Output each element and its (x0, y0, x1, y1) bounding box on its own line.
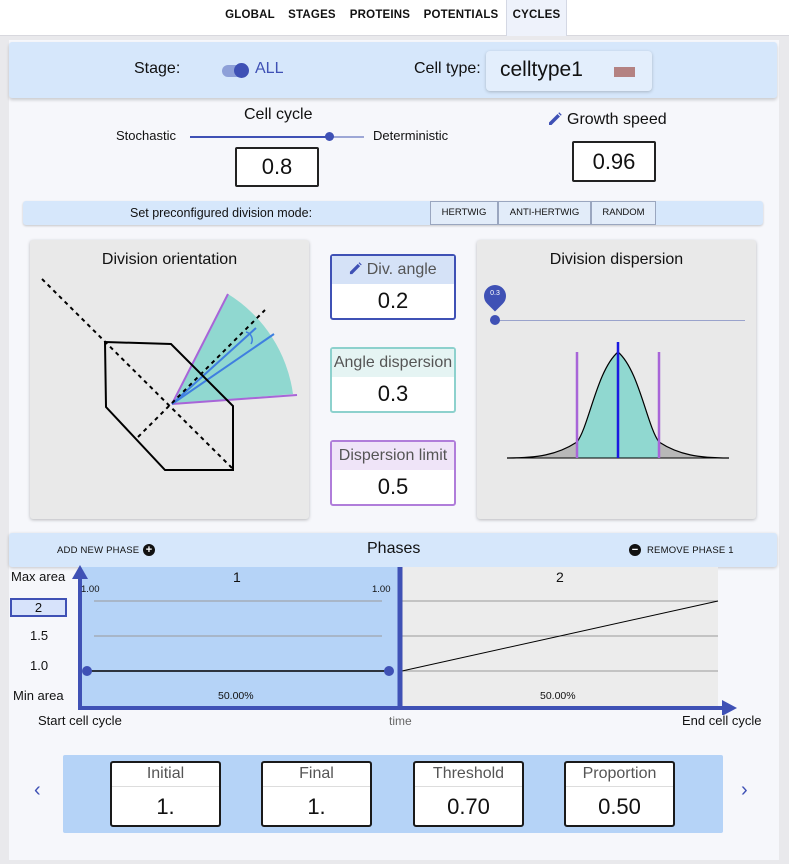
remove-circle-icon[interactable]: − (629, 544, 641, 556)
angle-dispersion-label: Angle dispersion (332, 349, 454, 377)
dispersion-limit-line-lower (171, 394, 298, 405)
celltype-value: celltype1 (500, 58, 583, 81)
proportion-label: Proportion (566, 763, 673, 787)
angle-dispersion-value[interactable]: 0.3 (377, 381, 409, 406)
phases-bar (9, 533, 777, 567)
y-label-1-5: 1.5 (30, 628, 49, 643)
phase-2-area[interactable] (400, 567, 718, 707)
celltype-label: Cell type: (414, 60, 481, 77)
tab-proteins[interactable]: PROTEINS (349, 9, 411, 21)
dispersion-slider-value: 0.3 (490, 290, 500, 297)
x-label-start: Start cell cycle (38, 713, 122, 728)
phases-chart (72, 565, 737, 715)
add-circle-icon[interactable]: + (143, 544, 155, 556)
dispersion-limit-label: Dispersion limit (332, 442, 454, 470)
cell-cycle-slider-track-filled[interactable] (190, 136, 330, 138)
cell-cycle-right-label: Deterministic (373, 128, 449, 143)
next-arrow-icon[interactable]: › (741, 779, 748, 801)
cell-polygon (103, 340, 234, 471)
y-label-1-0: 1.0 (30, 658, 49, 673)
y-label-max: Max area (11, 569, 66, 584)
prev-arrow-icon[interactable]: ‹ (34, 779, 41, 801)
growth-speed-edit-icon[interactable] (548, 112, 562, 131)
div-angle-label: Div. angle (366, 261, 437, 278)
phase-2-percent: 50.00% (540, 690, 576, 702)
cell-cycle-slider-track[interactable] (330, 136, 364, 138)
division-angle-line (171, 333, 275, 405)
y-axis-arrow (72, 565, 88, 579)
phase-1-start-value: 1.00 (81, 584, 100, 595)
cell-cycle-slider-thumb[interactable] (325, 132, 334, 141)
dispersion-curve-plot (506, 342, 730, 459)
tab-global[interactable]: GLOBAL (225, 9, 275, 21)
hertwig-button[interactable]: HERTWIG (430, 201, 498, 225)
y-label-min: Min area (13, 688, 64, 703)
dispersion-tail-right (659, 442, 729, 458)
cell-cycle-left-label: Stochastic (116, 128, 176, 143)
dispersion-slider-thumb[interactable] (490, 315, 500, 325)
final-box: Final 1. (261, 761, 372, 827)
initial-box: Initial 1. (110, 761, 221, 827)
phase-1-label: 1 (233, 569, 241, 585)
anti-hertwig-button[interactable]: ANTI-HERTWIG (498, 201, 591, 225)
stage-toggle-knob[interactable] (234, 63, 249, 78)
division-mode-label: Set preconfigured division mode: (130, 206, 313, 220)
cell-axis-dashed (41, 278, 234, 470)
phase-2-label: 2 (556, 569, 564, 585)
dispersion-limit-value[interactable]: 0.5 (377, 474, 409, 499)
angle-dispersion-box: Angle dispersion 0.3 (330, 347, 456, 413)
add-phase-label[interactable]: ADD NEW PHASE (57, 545, 140, 556)
angle-arc (245, 331, 253, 345)
celltype-color-swatch[interactable] (614, 67, 635, 77)
final-label: Final (263, 763, 370, 787)
initial-value[interactable]: 1. (156, 794, 175, 819)
initial-label: Initial (112, 763, 219, 787)
division-dispersion-title: Division dispersion (549, 251, 684, 268)
division-orientation-diagram (41, 278, 298, 471)
div-angle-box: Div. angle 0.2 (330, 254, 456, 320)
x-axis-arrow (722, 700, 737, 715)
x-label-end: End cell cycle (682, 713, 762, 728)
div-angle-value[interactable]: 0.2 (377, 288, 409, 313)
final-value[interactable]: 1. (307, 794, 326, 819)
phases-title: Phases (367, 540, 421, 557)
threshold-label: Threshold (415, 763, 522, 787)
division-angle-secondary (171, 327, 257, 405)
tab-potentials[interactable]: POTENTIALS (423, 9, 499, 21)
growth-speed-label: Growth speed (567, 111, 667, 128)
dispersion-slider-track[interactable] (490, 320, 745, 321)
div-angle-header: Div. angle (332, 256, 454, 284)
div-angle-edit-icon[interactable] (349, 257, 363, 284)
dispersion-limit-box: Dispersion limit 0.5 (330, 440, 456, 506)
dispersion-tail-left (507, 442, 577, 458)
phase-1-end-value: 1.00 (372, 584, 391, 595)
proportion-value[interactable]: 0.50 (598, 794, 641, 819)
y-label-selected[interactable]: 2 (10, 598, 67, 617)
tab-cycles[interactable]: CYCLES (506, 0, 567, 36)
growth-speed-value-input[interactable]: 0.96 (572, 141, 656, 182)
threshold-box: Threshold 0.70 (413, 761, 524, 827)
stage-toggle-value: ALL (255, 60, 284, 77)
x-label-time: time (389, 714, 412, 728)
cell-cycle-value-input[interactable]: 0.8 (235, 147, 319, 187)
cell-cycle-title: Cell cycle (244, 106, 313, 123)
tab-stages[interactable]: STAGES (288, 9, 336, 21)
division-orientation-title: Division orientation (101, 251, 238, 268)
threshold-value[interactable]: 0.70 (447, 794, 490, 819)
phase-1-percent: 50.00% (218, 690, 254, 702)
phase-2-curve (401, 600, 719, 672)
random-button[interactable]: RANDOM (591, 201, 656, 225)
proportion-box: Proportion 0.50 (564, 761, 675, 827)
dispersion-limit-line-upper (171, 293, 229, 405)
phase-1-start-handle[interactable] (82, 666, 92, 676)
phase-1-area[interactable] (80, 567, 400, 707)
stage-label: Stage: (134, 60, 181, 77)
phase-1-end-handle[interactable] (384, 666, 394, 676)
stage-bar (9, 42, 777, 98)
top-tab-bar (0, 0, 789, 36)
remove-phase-label[interactable]: REMOVE PHASE 1 (647, 545, 734, 556)
